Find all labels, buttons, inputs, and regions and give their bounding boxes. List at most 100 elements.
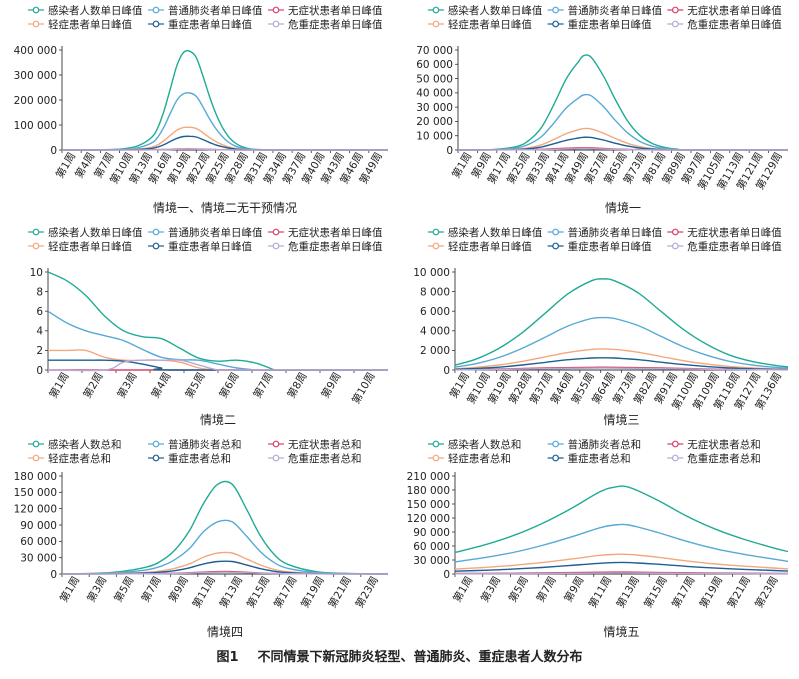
x-tick-label-3-3: 第3周	[114, 370, 139, 400]
y-tick-label-5-2: 30 000	[20, 552, 57, 564]
chart-title-3: 情境二	[200, 412, 236, 427]
x-tick-label-6-4: 第7周	[534, 574, 559, 604]
series-line-2-2	[457, 93, 789, 151]
y-tick-label-4-2: 2 000	[420, 345, 450, 357]
x-tick-label-3-6: 第6周	[216, 370, 241, 400]
legend-label-2-4: 轻症患者单日峰值	[448, 18, 532, 31]
y-tick-label-2-7: 60 000	[416, 59, 453, 71]
legend-item-5-1: 感染者人数总和	[28, 438, 122, 451]
x-tick-label-6-10: 第19周	[697, 574, 725, 610]
legend-label-3-1: 感染者人数单日峰值	[48, 226, 143, 239]
y-tick-label-5-4: 90 000	[20, 520, 57, 532]
series-line-6-6	[454, 572, 789, 575]
chart-panel-6: 感染者人数总和 普通肺炎者总和 无症状患者总和 轻症患者总和 重症患者总和 危重症患者总和…	[400, 434, 799, 642]
legend-label-6-6: 危重症患者总和	[687, 452, 761, 465]
legend-label-1-3: 无症状患者单日峰值	[288, 4, 383, 17]
legend-label-5-5: 重症患者总和	[168, 452, 231, 465]
y-tick-label-6-2: 30 000	[413, 555, 450, 567]
legend-label-1-4: 轻症患者单日峰值	[48, 18, 132, 31]
y-tick-label-4-1: 0	[443, 365, 450, 377]
x-tick-label-5-9: 第17周	[271, 574, 299, 610]
x-tick-label-3-9: 第9周	[318, 370, 343, 400]
legend-item-4-5: 重症患者单日峰值	[547, 240, 652, 253]
y-tick-label-5-1: 0	[50, 569, 57, 581]
series-line-1-1	[61, 49, 388, 151]
chart-panel-3: 感染者人数单日峰值 普通肺炎者单日峰值 无症状患者单日峰值 轻症患者单日峰值 重症患者单…	[0, 222, 400, 430]
series-line-5-2	[61, 519, 388, 575]
x-tick-label-6-12: 第23周	[752, 574, 780, 610]
legend-item-6-4: 轻症患者总和	[427, 452, 511, 465]
legend-item-3-3: 无症状患者单日峰值	[268, 226, 383, 239]
series-line-3-1	[47, 271, 275, 371]
series-line-4-2	[454, 316, 789, 369]
legend-label-4-4: 轻症患者单日峰值	[448, 240, 532, 253]
legend-label-5-4: 轻症患者总和	[48, 452, 111, 465]
y-tick-label-6-7: 180 000	[407, 485, 450, 497]
legend-label-6-4: 轻症患者总和	[448, 452, 511, 465]
legend-item-6-3: 无症状患者总和	[667, 438, 761, 451]
y-tick-label-1-5: 400 000	[14, 45, 57, 57]
y-tick-label-2-2: 10 000	[416, 131, 453, 143]
x-tick-label-5-6: 第11周	[190, 574, 218, 610]
series-line-2-4	[457, 127, 788, 151]
y-tick-label-4-3: 4 000	[420, 326, 450, 338]
legend-label-1-6: 危重症患者单日峰值	[288, 18, 383, 31]
legend-label-6-2: 普通肺炎者总和	[568, 438, 642, 451]
legend-label-5-2: 普通肺炎者总和	[168, 438, 242, 451]
y-tick-label-1-1: 0	[50, 145, 57, 157]
series-line-5-1	[61, 480, 389, 575]
series-line-4-1	[454, 278, 789, 368]
series-line-2-6	[457, 147, 788, 151]
y-tick-label-2-1: 0	[446, 145, 453, 157]
legend-item-2-4: 轻症患者单日峰值	[427, 18, 532, 31]
legend-item-4-3: 无症状患者单日峰值	[667, 226, 782, 239]
y-tick-label-5-7: 180 000	[14, 471, 57, 483]
y-tick-label-5-6: 150 000	[14, 487, 57, 499]
x-tick-label-3-8: 第8周	[284, 370, 309, 400]
chart-title-6: 情境五	[603, 624, 639, 639]
y-tick-label-1-2: 100 000	[14, 120, 57, 132]
legend-label-2-2: 普通肺炎者单日峰值	[568, 4, 663, 17]
x-tick-label-3-10: 第10周	[349, 370, 377, 406]
legend-item-2-6: 危重症患者单日峰值	[667, 18, 782, 31]
series-line-6-2	[454, 523, 789, 563]
legend-item-4-4: 轻症患者单日峰值	[427, 240, 532, 253]
legend-item-1-5: 重症患者单日峰值	[148, 18, 252, 31]
x-tick-label-5-3: 第5周	[111, 574, 136, 604]
x-tick-label-6-6: 第11周	[586, 574, 614, 610]
figure-caption-text: 不同情景下新冠肺炎轻型、普通肺炎、重症患者人数分布	[257, 650, 583, 665]
x-tick-label-6-11: 第21周	[725, 574, 753, 610]
legend-label-2-1: 感染者人数单日峰值	[448, 4, 543, 17]
x-tick-label-3-7: 第7周	[250, 370, 275, 400]
legend-label-2-6: 危重症患者单日峰值	[687, 18, 782, 31]
legend-item-3-1: 感染者人数单日峰值	[28, 226, 143, 239]
legend-item-1-3: 无症状患者单日峰值	[268, 4, 383, 17]
y-tick-label-5-3: 60 000	[20, 536, 57, 548]
legend-label-1-5: 重症患者单日峰值	[168, 18, 252, 31]
legend-item-1-2: 普通肺炎者单日峰值	[148, 4, 263, 17]
y-tick-label-3-5: 8	[36, 286, 43, 298]
legend-item-3-6: 危重症患者单日峰值	[268, 240, 383, 253]
legend-label-6-5: 重症患者总和	[568, 452, 631, 465]
x-tick-label-5-12: 第23周	[353, 574, 381, 610]
legend-label-3-5: 重症患者单日峰值	[168, 240, 252, 253]
x-tick-label-3-2: 第2周	[80, 370, 105, 400]
y-tick-label-6-1: 0	[443, 569, 450, 581]
y-tick-label-3-2: 2	[36, 345, 43, 357]
legend-item-4-1: 感染者人数单日峰值	[427, 226, 543, 239]
legend-item-1-1: 感染者人数单日峰值	[28, 4, 143, 17]
y-tick-label-4-6: 10 000	[413, 267, 450, 279]
legend-item-5-3: 无症状患者总和	[268, 438, 362, 451]
chart-panel-2: 感染者人数单日峰值 普通肺炎者单日峰值 无症状患者单日峰值 轻症患者单日峰值 重症患者单…	[400, 0, 799, 218]
series-line-1-2	[61, 92, 388, 151]
series-line-6-4	[454, 553, 789, 570]
legend-label-4-5: 重症患者单日峰值	[568, 240, 652, 253]
x-tick-label-6-2: 第3周	[478, 574, 503, 604]
legend-label-4-2: 普通肺炎者单日峰值	[568, 226, 663, 239]
y-tick-label-6-3: 60 000	[413, 541, 450, 553]
x-tick-label-6-1: 第1周	[450, 574, 475, 604]
x-tick-label-6-7: 第13周	[614, 574, 642, 610]
